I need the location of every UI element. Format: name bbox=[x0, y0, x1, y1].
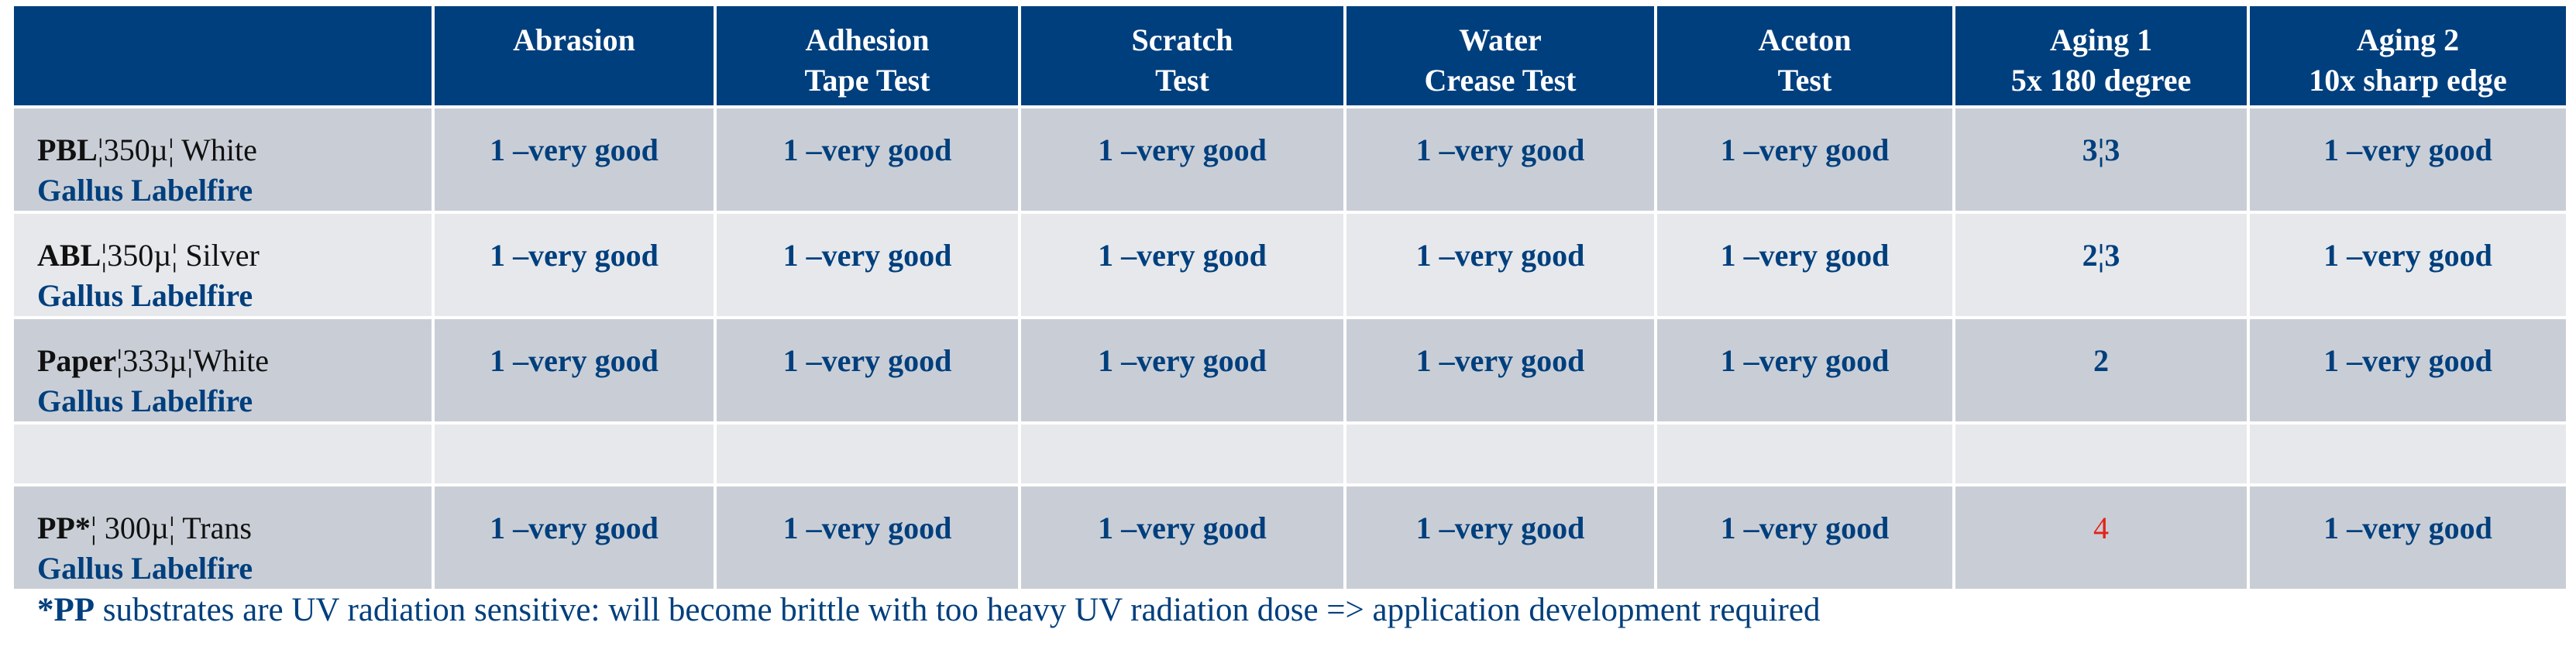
material-cell: PBL¦350µ¦ White Gallus Labelfire bbox=[14, 107, 435, 214]
empty-cell bbox=[1020, 423, 1346, 486]
material-cell: Paper¦333µ¦White Gallus Labelfire bbox=[14, 318, 435, 425]
aging1-value: 3¦3 bbox=[1954, 107, 2250, 214]
material-brand: Gallus Labelfire bbox=[37, 278, 253, 313]
empty-cell bbox=[14, 423, 435, 486]
aceton-value: 1 –very good bbox=[1656, 212, 1955, 319]
aceton-value: 1 –very good bbox=[1656, 107, 1955, 214]
material-spec: ¦333µ¦White bbox=[116, 343, 269, 378]
header-aging2: Aging 2 10x sharp edge bbox=[2248, 6, 2566, 108]
abrasion-value: 1 –very good bbox=[433, 485, 717, 592]
material-code: PBL bbox=[37, 132, 98, 167]
empty-cell bbox=[433, 423, 717, 486]
water-value: 1 –very good bbox=[1345, 107, 1657, 214]
aceton-value: 1 –very good bbox=[1656, 485, 1955, 592]
water-value: 1 –very good bbox=[1345, 318, 1657, 425]
aging1-value-warning: 4 bbox=[1954, 485, 2250, 592]
empty-cell bbox=[1345, 423, 1657, 486]
scratch-value: 1 –very good bbox=[1020, 212, 1346, 319]
scratch-value: 1 –very good bbox=[1020, 485, 1346, 592]
footnote-text: substrates are UV radiation sensitive: w… bbox=[95, 592, 1821, 628]
table-row-empty bbox=[14, 423, 2566, 486]
aging2-value: 1 –very good bbox=[2248, 485, 2566, 592]
material-spec: ¦ 300µ¦ Trans bbox=[90, 511, 252, 545]
material-spec: ¦350µ¦ Silver bbox=[101, 238, 260, 273]
header-material bbox=[14, 6, 435, 108]
water-value: 1 –very good bbox=[1345, 212, 1657, 319]
abrasion-value: 1 –very good bbox=[433, 107, 717, 214]
header-aging1: Aging 1 5x 180 degree bbox=[1954, 6, 2250, 108]
material-code: Paper bbox=[37, 343, 117, 378]
material-code: PP* bbox=[37, 511, 91, 545]
header-row: Abrasion Adhesion Tape Test Scratch Test W… bbox=[14, 6, 2566, 108]
header-scratch: Scratch Test bbox=[1020, 6, 1346, 108]
table-row-abl: ABL¦350µ¦ Silver Gallus Labelfire 1 –ver… bbox=[14, 212, 2566, 319]
empty-cell bbox=[1656, 423, 1955, 486]
header-abrasion: Abrasion bbox=[433, 6, 717, 108]
material-cell: PP*¦ 300µ¦ Trans Gallus Labelfire bbox=[14, 485, 435, 592]
abrasion-value: 1 –very good bbox=[433, 212, 717, 319]
header-aceton: Aceton Test bbox=[1656, 6, 1955, 108]
material-cell: ABL¦350µ¦ Silver Gallus Labelfire bbox=[14, 212, 435, 319]
material-brand: Gallus Labelfire bbox=[37, 173, 253, 208]
header-adhesion: Adhesion Tape Test bbox=[715, 6, 1021, 108]
aging2-value: 1 –very good bbox=[2248, 212, 2566, 319]
material-brand: Gallus Labelfire bbox=[37, 383, 253, 418]
adhesion-value: 1 –very good bbox=[715, 107, 1021, 214]
table-row-paper: Paper¦333µ¦White Gallus Labelfire 1 –ver… bbox=[14, 318, 2566, 425]
adhesion-value: 1 –very good bbox=[715, 212, 1021, 319]
adhesion-value: 1 –very good bbox=[715, 485, 1021, 592]
test-results-table: Abrasion Adhesion Tape Test Scratch Test W… bbox=[14, 6, 2566, 592]
adhesion-value: 1 –very good bbox=[715, 318, 1021, 425]
table-row-pbl: PBL¦350µ¦ White Gallus Labelfire 1 –very… bbox=[14, 107, 2566, 214]
empty-cell bbox=[2248, 423, 2566, 486]
scratch-value: 1 –very good bbox=[1020, 107, 1346, 214]
aging2-value: 1 –very good bbox=[2248, 318, 2566, 425]
table-row-pp: PP*¦ 300µ¦ Trans Gallus Labelfire 1 –ver… bbox=[14, 485, 2566, 592]
footnote-marker: *PP bbox=[37, 592, 95, 628]
footnote: *PP substrates are UV radiation sensitiv… bbox=[37, 589, 1820, 632]
empty-cell bbox=[715, 423, 1021, 486]
material-spec: ¦350µ¦ White bbox=[97, 132, 257, 167]
water-value: 1 –very good bbox=[1345, 485, 1657, 592]
aging1-value: 2¦3 bbox=[1954, 212, 2250, 319]
header-water: Water Crease Test bbox=[1345, 6, 1657, 108]
aceton-value: 1 –very good bbox=[1656, 318, 1955, 425]
abrasion-value: 1 –very good bbox=[433, 318, 717, 425]
scratch-value: 1 –very good bbox=[1020, 318, 1346, 425]
aging2-value: 1 –very good bbox=[2248, 107, 2566, 214]
empty-cell bbox=[1954, 423, 2250, 486]
material-code: ABL bbox=[37, 238, 101, 273]
material-brand: Gallus Labelfire bbox=[37, 551, 253, 586]
aging1-value: 2 bbox=[1954, 318, 2250, 425]
